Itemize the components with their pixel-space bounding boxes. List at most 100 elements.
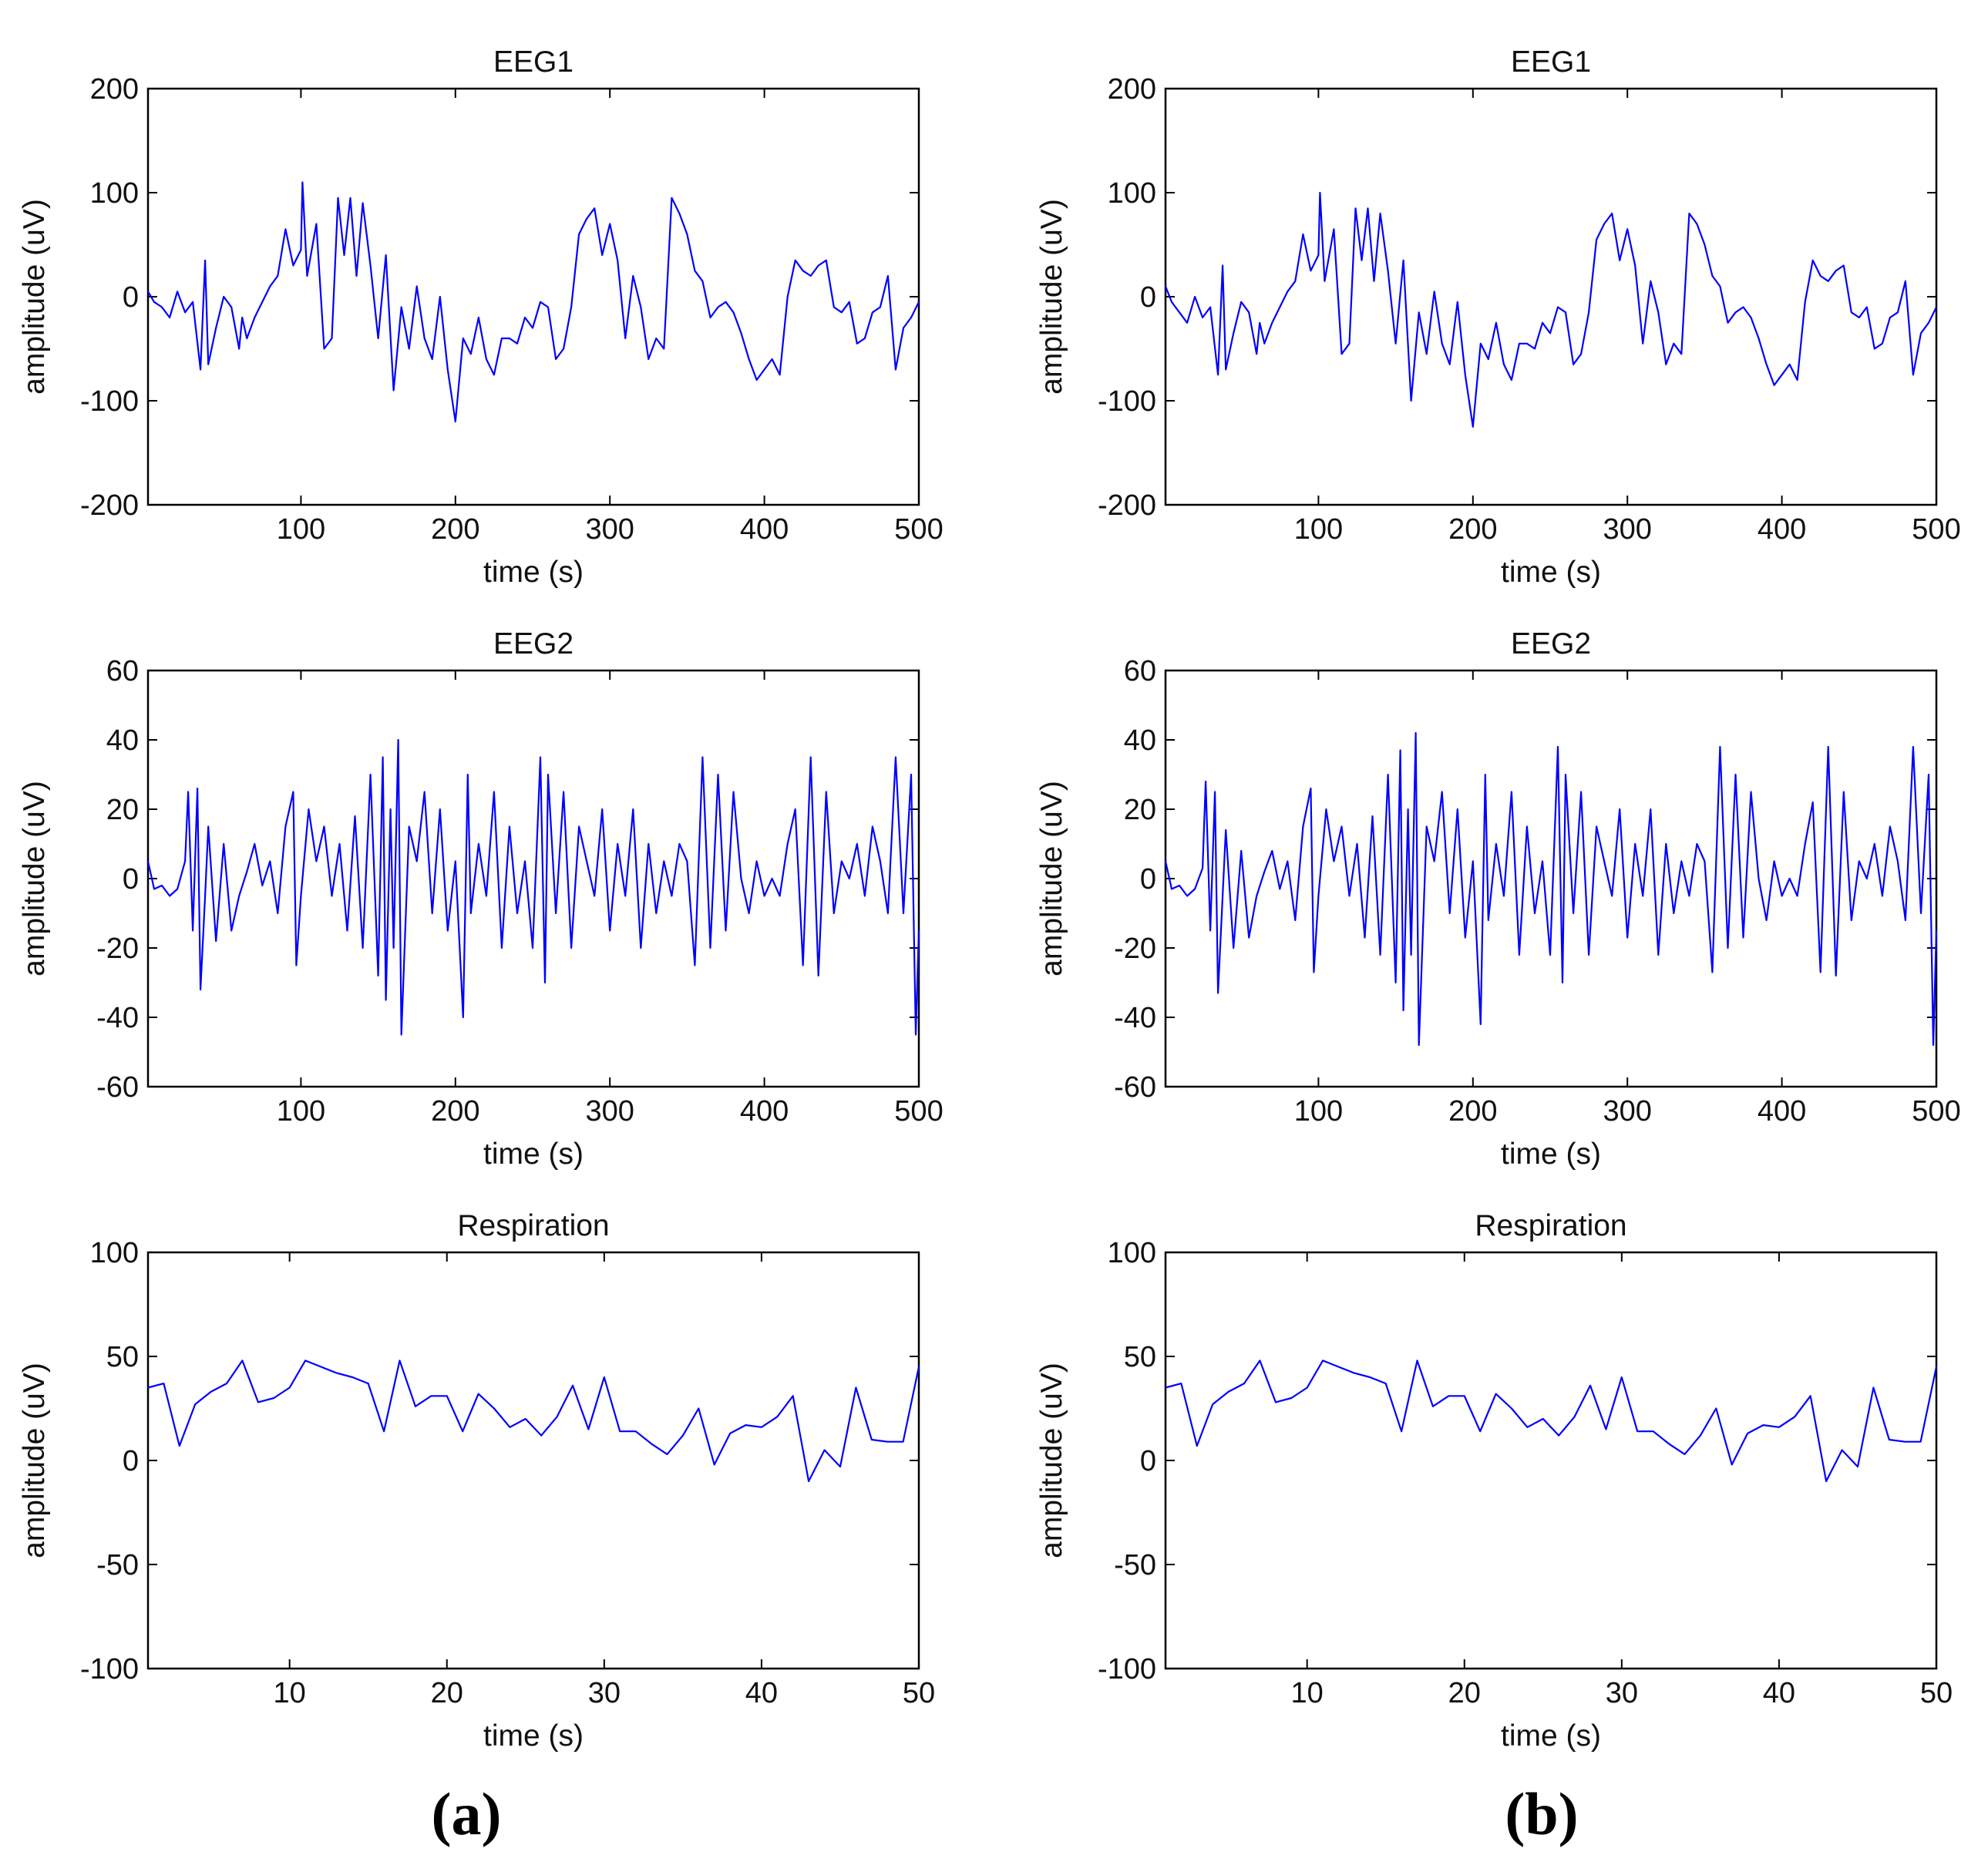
- x-tick-label: 500: [1912, 513, 1960, 546]
- x-tick-label: 400: [740, 1095, 789, 1128]
- y-tick-label: 0: [1140, 863, 1156, 896]
- plot-area: [146, 1251, 920, 1670]
- x-axis-label: time (s): [483, 1719, 584, 1753]
- y-tick-label: 200: [1108, 73, 1156, 106]
- y-tick-label: 60: [1124, 655, 1156, 687]
- x-tick-label: 200: [1448, 1095, 1497, 1128]
- y-tick-label: -200: [1098, 489, 1156, 522]
- y-tick-label: -50: [96, 1549, 139, 1581]
- x-axis-label: time (s): [483, 556, 584, 589]
- x-tick-label: 500: [894, 1095, 943, 1128]
- x-tick-label: 200: [1448, 513, 1497, 546]
- plot-area: [146, 669, 920, 1088]
- x-tick-label: 400: [1758, 513, 1806, 546]
- series-line-eeg2: [146, 738, 920, 1036]
- x-tick-label: 200: [431, 1095, 479, 1128]
- x-tick-label: 100: [277, 1095, 325, 1128]
- y-axis-label: amplitude (uV): [18, 199, 51, 395]
- y-tick-label: 100: [90, 177, 139, 210]
- y-tick-label: 40: [106, 724, 139, 757]
- y-tick-label: 0: [123, 1445, 139, 1477]
- x-tick-label: 400: [1758, 1095, 1806, 1128]
- y-tick-label: 0: [1140, 281, 1156, 314]
- chart-title: EEG1: [493, 45, 574, 79]
- chart-a-eeg1: 100 200 300 400 500 -200 -100 0 100 200 EEG1 time (…: [18, 45, 944, 589]
- y-tick-label: 0: [123, 281, 139, 314]
- x-tick-label: 30: [588, 1677, 621, 1709]
- x-tick-label: 200: [431, 513, 479, 546]
- y-axis-label: amplitude (uV): [18, 1363, 51, 1558]
- chart-a-respiration: 10 20 30 40 50 -100 -50 0 50 100 Respiration time (…: [18, 1209, 935, 1753]
- x-tick-label: 20: [431, 1677, 463, 1709]
- y-axis-label: amplitude (uV): [1035, 1363, 1068, 1558]
- x-tick-label: 100: [1294, 1095, 1343, 1128]
- chart-b-respiration: 10 20 30 40 50 -100 -50 0 50 100 Respiration time (…: [1035, 1209, 1953, 1753]
- x-tick-label: 20: [1448, 1677, 1481, 1709]
- chart-b-eeg2: 100 200 300 400 500 -60 -40 -20 0 20 40 60 EEG2 time …: [1035, 627, 1961, 1171]
- chart-title: Respiration: [457, 1209, 609, 1242]
- y-tick-label: -20: [1114, 933, 1156, 965]
- y-tick-label: -100: [1098, 1653, 1156, 1686]
- x-tick-label: 100: [1294, 513, 1343, 546]
- y-tick-label: -100: [80, 1653, 139, 1686]
- y-axis-label: amplitude (uV): [18, 781, 51, 976]
- x-tick-label: 300: [1603, 513, 1651, 546]
- y-tick-label: 50: [106, 1341, 139, 1373]
- x-tick-label: 30: [1606, 1677, 1638, 1709]
- y-axis-label: amplitude (uV): [1035, 199, 1068, 395]
- y-axis-label: amplitude (uV): [1035, 781, 1068, 976]
- series-line-respiration: [1165, 1360, 1938, 1483]
- y-tick-label: -100: [1098, 385, 1156, 418]
- x-tick-label: 10: [1291, 1677, 1324, 1709]
- y-tick-label: 100: [1108, 177, 1156, 210]
- y-tick-label: -40: [96, 1002, 139, 1034]
- x-tick-label: 50: [1920, 1677, 1953, 1709]
- series-line-respiration: [147, 1360, 920, 1483]
- x-axis-label: time (s): [1501, 1138, 1601, 1171]
- y-tick-label: 100: [1108, 1237, 1156, 1269]
- x-tick-label: 500: [894, 513, 943, 546]
- chart-title: EEG2: [493, 627, 574, 660]
- y-tick-label: 100: [90, 1237, 139, 1269]
- x-tick-label: 100: [277, 513, 325, 546]
- y-tick-label: -40: [1114, 1002, 1156, 1034]
- x-axis-label: time (s): [483, 1138, 584, 1171]
- x-axis-label: time (s): [1501, 1719, 1601, 1753]
- y-tick-label: -50: [1114, 1549, 1156, 1581]
- y-tick-label: 0: [123, 863, 139, 896]
- chart-title: EEG1: [1511, 45, 1591, 79]
- x-tick-label: 40: [1763, 1677, 1795, 1709]
- y-tick-label: 50: [1124, 1341, 1156, 1373]
- series-line-eeg2: [1164, 731, 1938, 1047]
- plot-area: [146, 87, 920, 506]
- x-tick-label: 50: [903, 1677, 935, 1709]
- x-tick-label: 40: [745, 1677, 778, 1709]
- y-tick-label: 40: [1124, 724, 1156, 757]
- x-tick-label: 300: [1603, 1095, 1651, 1128]
- plot-area: [1164, 1251, 1938, 1670]
- y-tick-label: 200: [90, 73, 139, 106]
- x-axis-label: time (s): [1501, 556, 1601, 589]
- x-tick-label: 300: [585, 513, 634, 546]
- y-tick-label: -100: [80, 385, 139, 418]
- panel-label-b: (b): [1505, 1780, 1578, 1847]
- y-tick-label: 0: [1140, 1445, 1156, 1477]
- chart-title: Respiration: [1475, 1209, 1626, 1242]
- series-line-eeg1: [147, 181, 920, 423]
- y-tick-label: -60: [1114, 1071, 1156, 1104]
- chart-title: EEG2: [1511, 627, 1591, 660]
- y-tick-label: -200: [80, 489, 139, 522]
- plot-area: [1164, 669, 1938, 1088]
- chart-b-eeg1: 100 200 300 400 500 -200 -100 0 100 200 EEG1 time (…: [1035, 45, 1961, 589]
- y-tick-label: 20: [1124, 794, 1156, 826]
- x-tick-label: 500: [1912, 1095, 1960, 1128]
- y-tick-label: 20: [106, 794, 139, 826]
- x-tick-label: 300: [585, 1095, 634, 1128]
- plot-area: [1164, 87, 1938, 506]
- x-tick-label: 400: [740, 513, 789, 546]
- series-line-eeg1: [1164, 191, 1937, 428]
- chart-a-eeg2: 100 200 300 400 500 -60 -40 -20 0 20 40 60 EEG2 time …: [18, 627, 944, 1171]
- panel-label-a: (a): [432, 1780, 502, 1847]
